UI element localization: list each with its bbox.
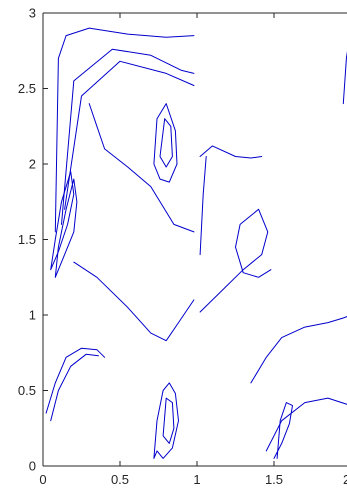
y-tick-label-0: 0 bbox=[29, 459, 36, 474]
x-tick-label-0: 0 bbox=[39, 472, 46, 487]
streamline-17 bbox=[250, 316, 347, 384]
streamline-11 bbox=[50, 353, 99, 422]
streamline-14 bbox=[199, 145, 263, 159]
y-tick-label-6: 3 bbox=[29, 6, 36, 21]
streamline-15 bbox=[199, 156, 207, 256]
streamline-12 bbox=[153, 382, 179, 459]
y-tick-label-3: 1.5 bbox=[18, 232, 36, 247]
axes: 0 0.5 1 1.5 2 0 0.5 1 1.5 2 2.5 3 bbox=[18, 6, 347, 487]
streamline-7 bbox=[153, 103, 178, 183]
streamline-20 bbox=[342, 51, 347, 105]
streamline-3 bbox=[64, 60, 195, 210]
x-tick-label-3: 1.5 bbox=[265, 472, 283, 487]
y-tick-label-1: 0.5 bbox=[18, 383, 36, 398]
streamline-8 bbox=[159, 118, 173, 168]
streamline-9 bbox=[73, 261, 195, 342]
streamline-13 bbox=[162, 397, 175, 444]
x-tick-label-2: 1 bbox=[193, 472, 200, 487]
streamline-2 bbox=[61, 48, 195, 225]
streamline-16 bbox=[199, 208, 272, 313]
y-tick-label-4: 2 bbox=[29, 157, 36, 172]
streamline-10 bbox=[45, 347, 106, 414]
streamline-18 bbox=[265, 397, 347, 452]
y-tick-label-2: 1 bbox=[29, 308, 36, 323]
streamline-19 bbox=[273, 402, 293, 459]
x-tick-label-4: 2 bbox=[343, 472, 347, 487]
streamline-5 bbox=[54, 178, 78, 278]
x-tick-label-1: 0.5 bbox=[111, 472, 129, 487]
streamline-1 bbox=[54, 27, 195, 233]
streamline-4 bbox=[50, 171, 75, 271]
streamline-6 bbox=[88, 103, 195, 233]
y-tick-label-5: 2.5 bbox=[18, 81, 36, 96]
plot-marks bbox=[45, 27, 347, 459]
